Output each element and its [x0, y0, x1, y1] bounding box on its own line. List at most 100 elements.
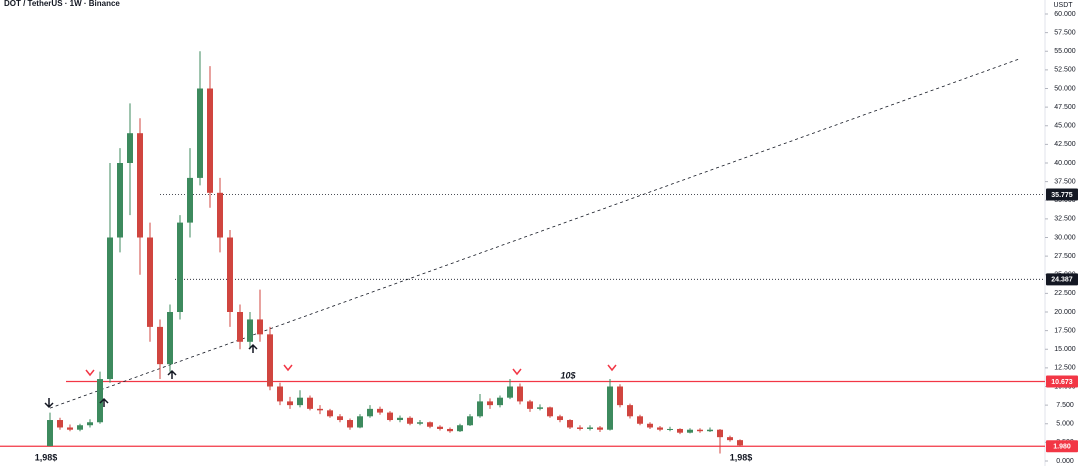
- y-tick-label: 55.000: [1054, 48, 1076, 55]
- y-tick-label: 37.500: [1054, 178, 1076, 185]
- down-chevron: [607, 364, 617, 372]
- price-label-bg: [1046, 273, 1078, 286]
- candle-body: [617, 386, 623, 406]
- candle-body: [47, 420, 53, 447]
- y-tick-label: 60.000: [1054, 11, 1076, 18]
- y-tick-label: 27.500: [1054, 253, 1076, 260]
- candle-body: [437, 426, 443, 429]
- y-tick-label: 32.500: [1054, 216, 1076, 223]
- candle-body: [577, 427, 583, 429]
- candle-body: [257, 319, 263, 335]
- y-tick-label: 0.000: [1056, 458, 1074, 465]
- candle-body: [417, 422, 423, 424]
- y-tick-label: 35.000: [1054, 197, 1076, 204]
- candle-body: [337, 416, 343, 421]
- currency-label: USDT: [1053, 2, 1073, 9]
- chart-title: DOT / TetherUS · 1W · Binance: [4, 0, 120, 8]
- candle-body: [177, 222, 183, 312]
- candle-body: [677, 428, 683, 433]
- annotation: 10$: [560, 370, 576, 380]
- candle-body: [127, 133, 133, 163]
- down-chevron: [283, 364, 293, 372]
- candle-body: [687, 429, 693, 433]
- y-tick-label: 50.000: [1054, 85, 1076, 92]
- y-tick-label: 7.500: [1056, 402, 1074, 409]
- price-label-bg: [1046, 188, 1078, 201]
- y-tick-label: 40.000: [1054, 160, 1076, 167]
- annotation: 1,98$: [35, 452, 58, 462]
- candle-body: [497, 397, 503, 406]
- down-chevron: [85, 369, 95, 377]
- price-label: 10.673: [1051, 379, 1073, 386]
- price-label: 1.980: [1053, 444, 1071, 451]
- candle-body: [187, 177, 193, 223]
- candle-body: [727, 437, 733, 441]
- candle-body: [217, 192, 223, 238]
- y-tick-label: 57.500: [1054, 29, 1076, 36]
- y-tick-label: 15.000: [1054, 346, 1076, 353]
- candle-body: [547, 407, 553, 417]
- candle-body: [377, 408, 383, 413]
- candle-body: [507, 386, 513, 398]
- candle-body: [317, 408, 323, 411]
- price-label-bg: [1046, 375, 1078, 388]
- candle-body: [397, 417, 403, 421]
- candle-body: [197, 88, 203, 178]
- candle-body: [597, 427, 603, 430]
- candle-body: [237, 312, 243, 342]
- candle-body: [307, 397, 313, 409]
- candle-body: [487, 401, 493, 406]
- candle-body: [707, 429, 713, 432]
- down-chevron: [512, 368, 522, 376]
- y-tick-label: 17.500: [1054, 327, 1076, 334]
- candle-body: [657, 427, 663, 430]
- up-arrow: [167, 369, 177, 379]
- candle-body: [457, 425, 463, 432]
- candle-body: [287, 401, 293, 406]
- candle-body: [387, 412, 393, 421]
- candle-body: [297, 397, 303, 406]
- candle-body: [517, 386, 523, 402]
- candle-body: [157, 326, 163, 365]
- candle-body: [557, 416, 563, 421]
- annotation: 1,98$: [730, 452, 753, 462]
- price-label-bg: [1046, 440, 1078, 453]
- up-arrow: [99, 397, 109, 407]
- y-tick-label: 45.000: [1054, 123, 1076, 130]
- candle-body: [607, 386, 613, 430]
- candle-body: [207, 88, 213, 193]
- price-label: 35.775: [1051, 192, 1073, 199]
- candle-body: [247, 319, 253, 342]
- candle-body: [97, 379, 103, 423]
- candle-body: [697, 429, 703, 432]
- y-tick-label: 12.500: [1054, 365, 1076, 372]
- candle-body: [477, 401, 483, 417]
- candle-body: [77, 425, 83, 430]
- candle-body: [57, 420, 63, 428]
- y-tick-label: 20.000: [1054, 309, 1076, 316]
- candle-body: [147, 237, 153, 327]
- y-tick-label: 47.500: [1054, 104, 1076, 111]
- y-tick-label: 52.500: [1054, 67, 1076, 74]
- candle-body: [407, 417, 413, 424]
- candle-body: [647, 423, 653, 428]
- candle-body: [537, 407, 543, 409]
- y-tick-label: 5.000: [1056, 421, 1074, 428]
- y-tick-label: 30.000: [1054, 234, 1076, 241]
- candle-body: [467, 416, 473, 426]
- candle-body: [737, 440, 743, 446]
- y-tick-label: 22.500: [1054, 290, 1076, 297]
- trendline: [49, 58, 1021, 409]
- candle-body: [137, 133, 143, 238]
- buy-markers: [44, 343, 258, 409]
- candle-body: [87, 422, 93, 426]
- y-tick-label: 42.500: [1054, 141, 1076, 148]
- sell-markers: [85, 364, 617, 377]
- candle-body: [267, 334, 273, 387]
- down-arrow: [44, 398, 54, 409]
- candle-body: [587, 427, 593, 429]
- candle-body: [277, 386, 283, 402]
- candle-body: [447, 428, 453, 432]
